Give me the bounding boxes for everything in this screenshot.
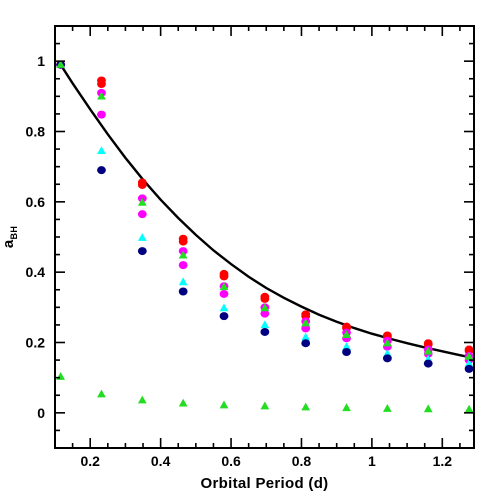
data-point-triangle xyxy=(178,398,188,407)
x-tick-label: 1.2 xyxy=(433,453,453,469)
data-point-circle xyxy=(178,261,188,270)
data-point-circle xyxy=(137,180,147,189)
data-point-circle xyxy=(137,247,147,256)
fit-curve-layer xyxy=(59,64,471,359)
data-point-circle xyxy=(301,324,311,333)
data-point-triangle xyxy=(219,303,229,312)
plot-frame xyxy=(54,25,475,449)
data-point-triangle xyxy=(301,402,311,411)
data-point-triangle xyxy=(97,389,106,398)
data-point-triangle xyxy=(423,404,433,413)
data-point-triangle xyxy=(301,332,311,341)
data-point-circle xyxy=(260,309,270,318)
data-point-circle xyxy=(219,289,229,298)
data-point-circle xyxy=(178,287,188,296)
y-axis-label-subscript: BH xyxy=(9,226,19,240)
data-point-triangle xyxy=(423,346,433,355)
x-tick-label: 0.2 xyxy=(80,453,100,469)
data-point-triangle xyxy=(137,395,147,404)
data-point-triangle xyxy=(178,250,188,259)
data-point-triangle xyxy=(301,318,311,327)
data-point-triangle xyxy=(342,342,351,350)
x-tick-label: 0.8 xyxy=(292,453,312,469)
axis-ticks-layer xyxy=(54,25,474,449)
data-point-circle xyxy=(342,347,351,356)
y-tick-label: 0.6 xyxy=(26,194,46,210)
data-point-triangle xyxy=(178,277,188,286)
y-tick-label: 1 xyxy=(37,53,45,69)
data-point-circle xyxy=(382,354,392,363)
fit-curve-line xyxy=(59,64,471,359)
data-point-triangle xyxy=(383,404,392,412)
x-tick-label: 1 xyxy=(368,453,376,469)
data-point-triangle xyxy=(342,403,351,412)
data-point-circle xyxy=(260,294,270,303)
data-point-circle xyxy=(137,210,147,219)
tick-labels-layer: 0.2 0.4 0.6 0.8 1 1.2 0 0.2 0.4 0.6 0.8 1 xyxy=(26,53,453,469)
y-tick-label: 0.8 xyxy=(26,124,46,140)
data-point-circle xyxy=(423,359,433,368)
data-point-circle xyxy=(97,80,106,89)
data-point-triangle xyxy=(260,320,270,329)
data-point-triangle xyxy=(464,359,474,367)
data-point-triangle xyxy=(464,351,474,360)
data-point-triangle xyxy=(56,60,65,68)
data-point-circle xyxy=(219,312,229,321)
data-point-triangle xyxy=(383,338,392,347)
x-axis-label: Orbital Period (d) xyxy=(201,475,329,492)
data-point-triangle xyxy=(260,303,270,312)
data-point-triangle xyxy=(97,91,106,100)
data-point-triangle xyxy=(219,282,229,291)
data-point-circle xyxy=(301,339,311,348)
data-point-circle xyxy=(219,272,229,281)
data-point-triangle xyxy=(137,197,147,206)
x-tick-label: 0.4 xyxy=(151,453,171,469)
data-point-circle xyxy=(464,364,474,373)
data-point-circle xyxy=(260,327,270,336)
y-axis-label: aBH xyxy=(0,226,19,248)
x-tick-label: 0.6 xyxy=(221,453,241,469)
data-point-circle xyxy=(97,110,106,119)
data-point-triangle xyxy=(342,330,351,338)
data-point-circle xyxy=(178,237,188,246)
data-point-triangle xyxy=(56,372,65,380)
data-point-triangle xyxy=(464,404,474,413)
data-point-triangle xyxy=(219,400,229,409)
data-point-triangle xyxy=(97,146,106,155)
y-tick-label: 0 xyxy=(37,405,45,421)
y-axis-label-main: a xyxy=(0,239,17,248)
y-tick-label: 0.4 xyxy=(26,264,46,280)
data-point-triangle xyxy=(260,401,270,410)
data-points-layer xyxy=(56,60,474,413)
data-point-triangle xyxy=(137,233,147,241)
y-tick-label: 0.2 xyxy=(26,335,46,351)
data-point-circle xyxy=(97,166,106,175)
